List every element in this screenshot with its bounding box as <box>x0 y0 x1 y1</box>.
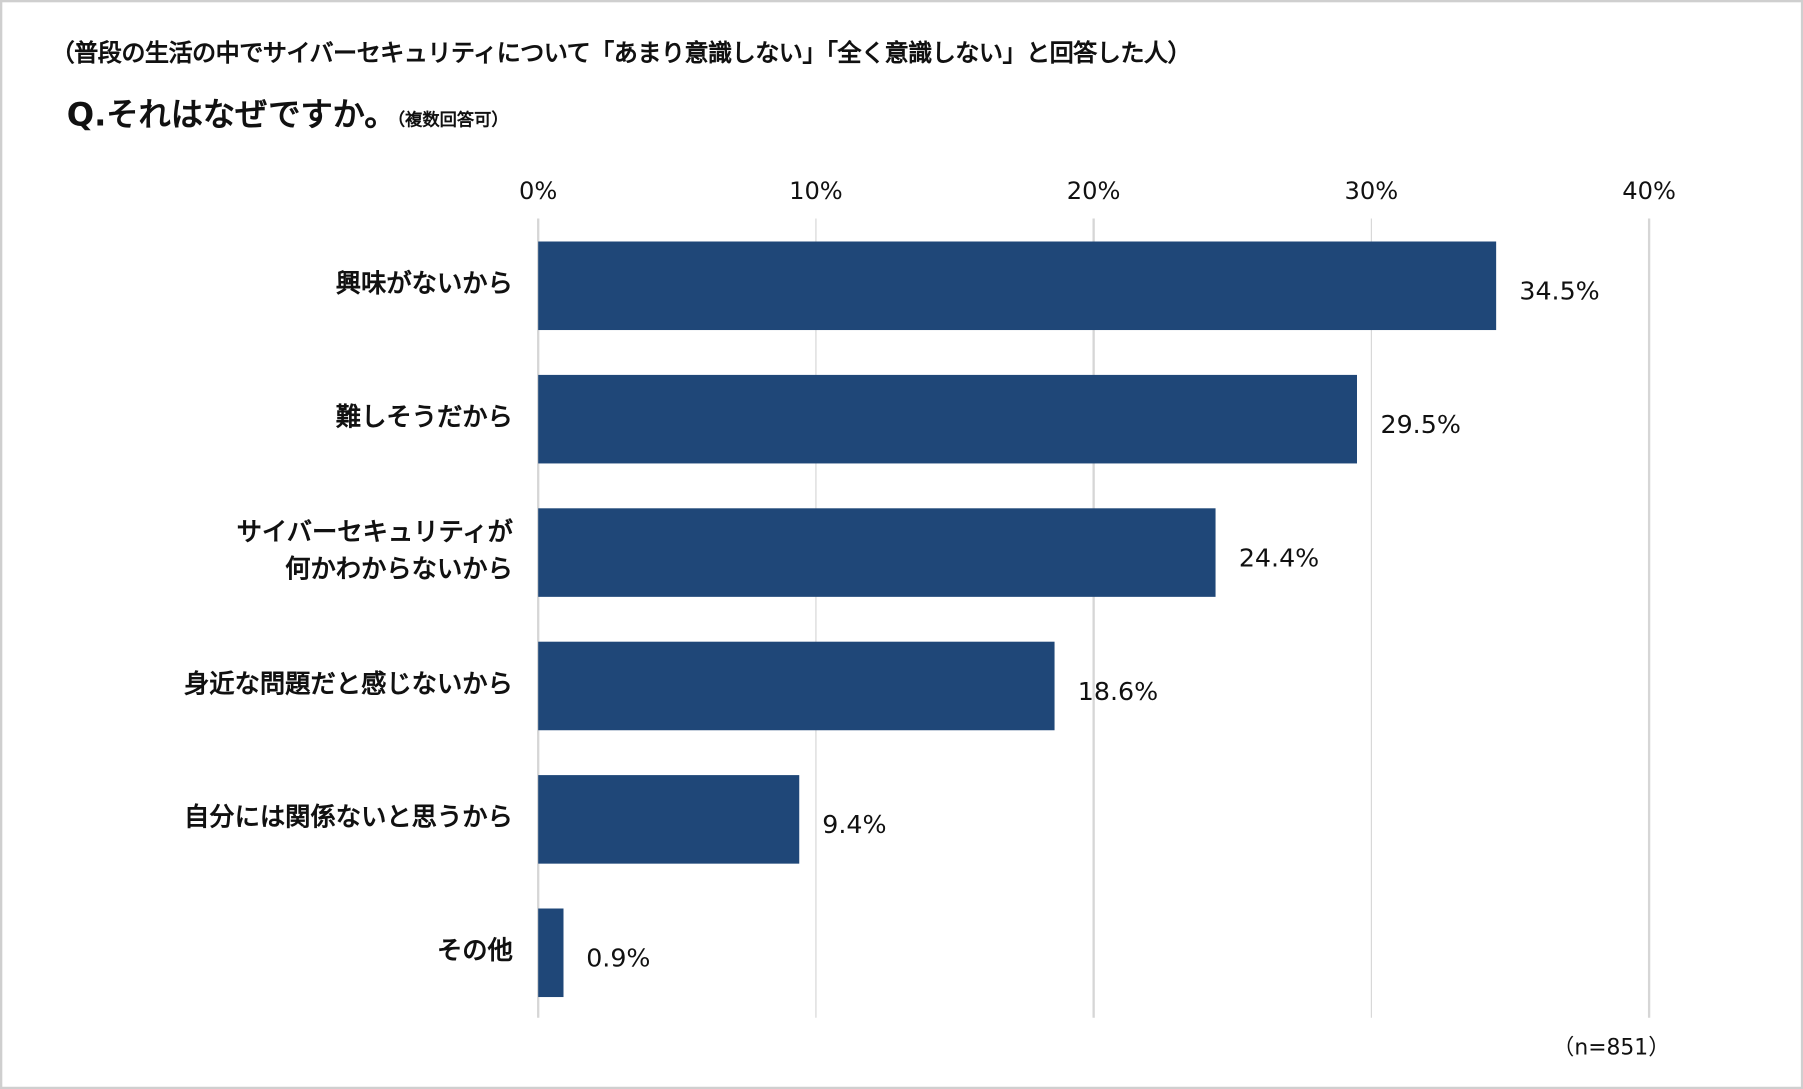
gridline <box>815 218 817 1018</box>
x-tick-label: 20% <box>1066 177 1121 205</box>
x-tick-label: 40% <box>1622 177 1676 205</box>
data-label: 18.6% <box>1077 677 1159 707</box>
data-label: 0.9% <box>586 944 651 974</box>
data-label: 9.4% <box>822 811 887 841</box>
data-label: 24.4% <box>1238 544 1320 574</box>
chart-title-text: Q.それはなぜですか。 <box>66 95 397 134</box>
chart-title-note: （複数回答可） <box>396 109 509 130</box>
bar <box>538 507 1216 597</box>
bar <box>538 774 800 864</box>
bar <box>538 240 1497 330</box>
x-tick-label: 30% <box>1344 177 1399 205</box>
data-label: 34.5% <box>1519 277 1600 307</box>
data-label: 29.5% <box>1380 411 1461 440</box>
x-tick-label: 0% <box>519 177 558 205</box>
gridline <box>1370 218 1373 1018</box>
bar <box>538 907 564 997</box>
gridline <box>1648 218 1650 1018</box>
chart-title: Q.それはなぜですか。（複数回答可） <box>67 90 509 136</box>
category-label: 難しそうだから <box>335 403 513 433</box>
bar <box>538 374 1358 463</box>
bar <box>538 641 1055 730</box>
category-label: サイバーセキュリティが 何かわからないから <box>236 518 513 585</box>
category-label: 身近な問題だと感じないから <box>183 670 513 700</box>
category-label: 興味がないから <box>335 270 513 299</box>
chart-subtitle: （普段の生活の中でサイバーセキュリティについて「あまり意識しない」「全く意識しな… <box>50 39 1192 67</box>
sample-size-note: （n=851） <box>1552 1035 1671 1061</box>
x-tick-label: 10% <box>789 177 843 205</box>
gridline <box>1092 218 1095 1018</box>
category-label: 自分には関係ないと思うから <box>183 803 513 833</box>
category-label: その他 <box>436 937 513 966</box>
gridline <box>537 218 540 1018</box>
